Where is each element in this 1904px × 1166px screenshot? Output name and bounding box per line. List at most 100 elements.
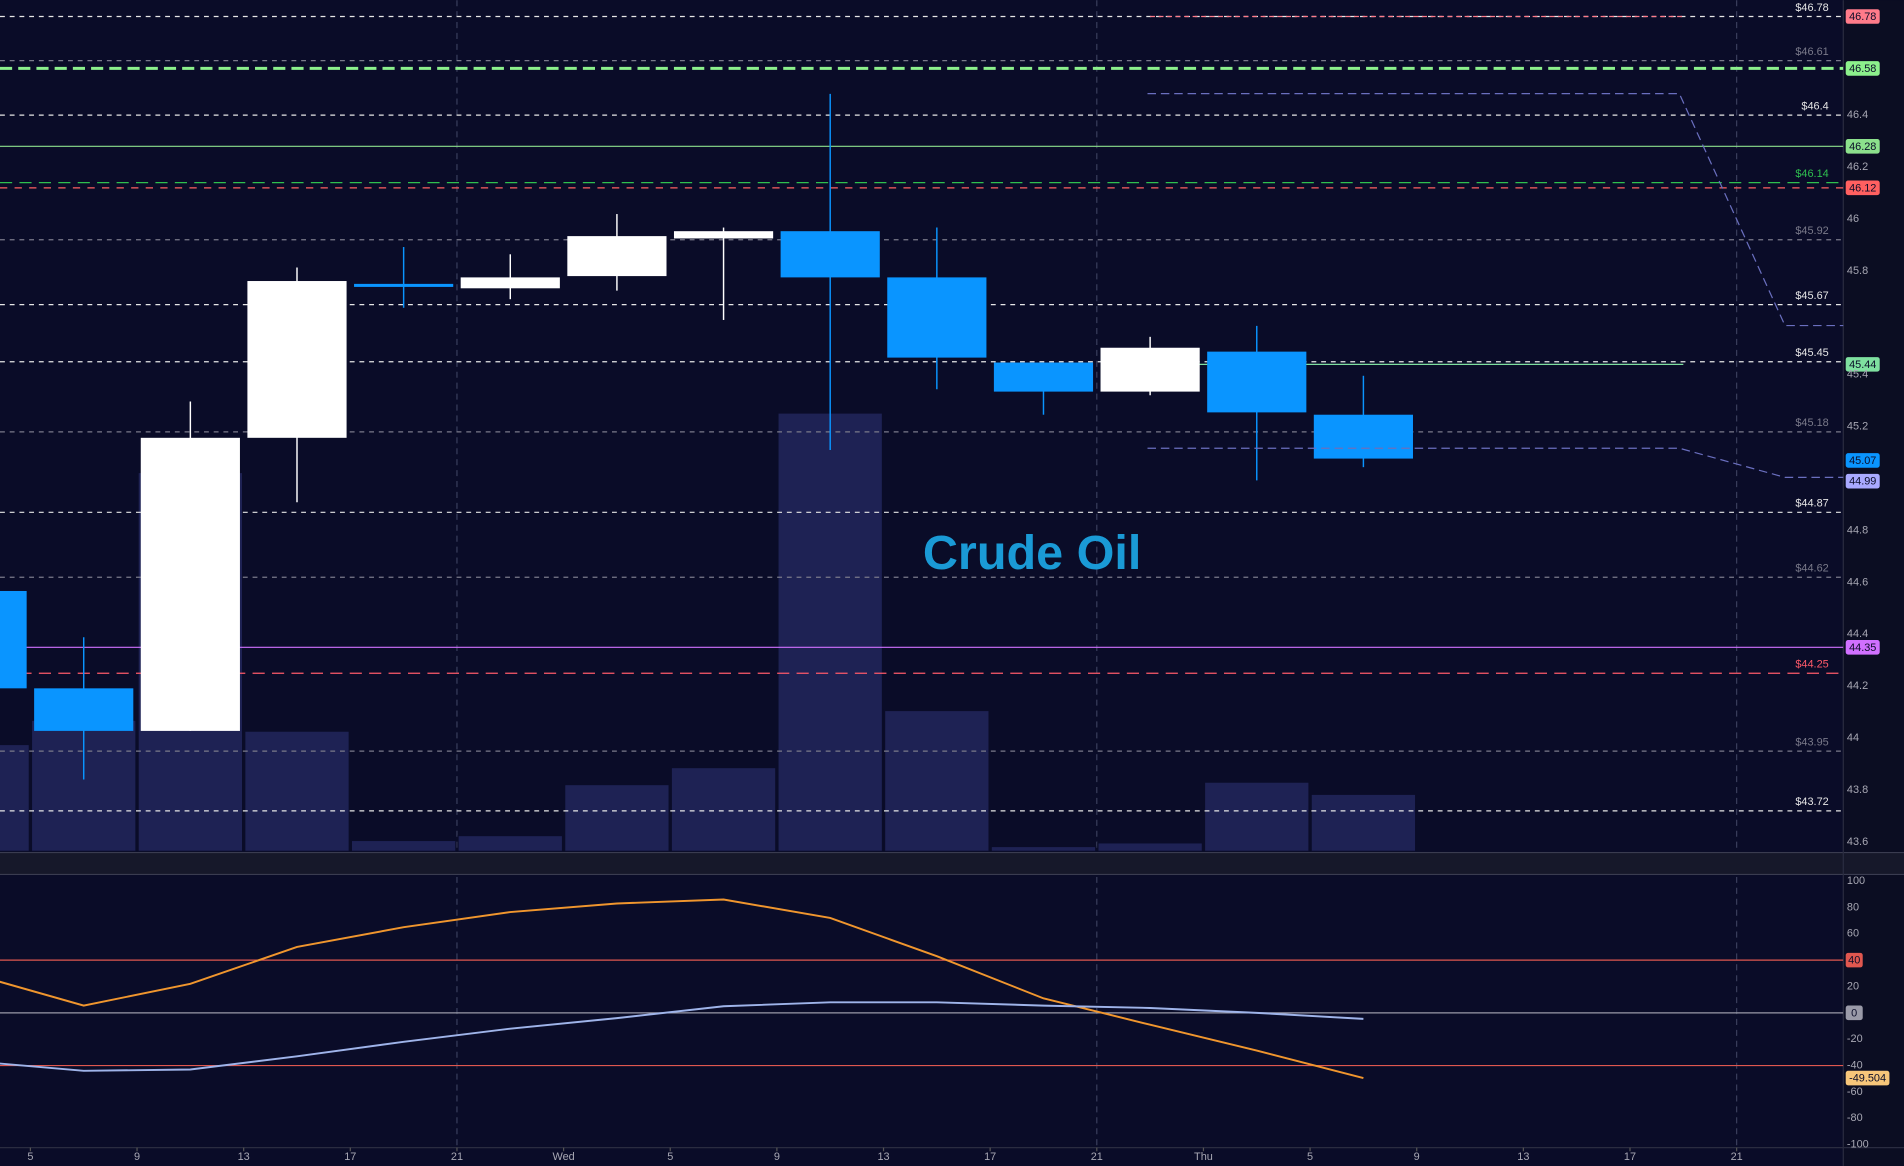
candle-body [567, 236, 667, 277]
level-label: $45.18 [1795, 417, 1828, 429]
level-box [1845, 640, 1880, 655]
projection-line [1147, 447, 1844, 478]
level-box [1845, 473, 1880, 489]
level-box-label: 44.35 [1849, 642, 1876, 654]
level-label: $45.92 [1795, 225, 1828, 237]
y-tick-label: 43.8 [1847, 784, 1868, 796]
level-label: $46.78 [1795, 2, 1828, 14]
y-tick-label: 44 [1847, 732, 1859, 744]
x-tick-label: 13 [877, 1151, 889, 1163]
volume-bar [670, 766, 777, 852]
level-label: $46.14 [1795, 168, 1828, 180]
y-tick-label: -60 [1847, 1086, 1863, 1098]
y-tick-label: 44.6 [1847, 576, 1868, 588]
volume-bar [457, 834, 564, 852]
chart-title: Crude Oil [923, 526, 1142, 580]
x-tick-label: 9 [774, 1151, 780, 1163]
level-box-label: 45.44 [1849, 359, 1876, 371]
volume-bar [1203, 781, 1310, 852]
y-tick-label: 44.4 [1847, 628, 1868, 640]
x-tick-label: 17 [1624, 1151, 1636, 1163]
candle-body [993, 362, 1094, 392]
x-tick-label: 13 [238, 1151, 250, 1163]
value-box [1845, 1070, 1890, 1086]
candle-body [34, 688, 134, 731]
y-tick-label: 45.2 [1847, 421, 1868, 433]
y-tick-label: 45.8 [1847, 265, 1868, 277]
volume-bar [564, 783, 670, 852]
y-tick-label: 46 [1847, 213, 1859, 225]
x-tick-label: 17 [344, 1151, 356, 1163]
projection-line [1147, 93, 1844, 327]
x-tick-label: 21 [1731, 1151, 1743, 1163]
level-box [1845, 952, 1863, 968]
level-box [1845, 61, 1880, 76]
volume-bar [1097, 842, 1203, 852]
y-tick-label: 44.8 [1847, 524, 1868, 536]
volume-bar [350, 839, 457, 852]
x-tick-label: Wed [552, 1151, 574, 1163]
x-tick-label: 21 [451, 1151, 463, 1163]
axes: $46.78 46.78 $46.61 46.58 $46.4 46.28 $46.14 46… [27, 2, 1890, 1163]
level-label: $43.95 [1795, 737, 1828, 749]
y-tick-label: 45.4 [1847, 369, 1868, 381]
volume-bar [777, 412, 884, 852]
level-box-label: 0 [1851, 1007, 1857, 1019]
x-tick-label: Thu [1194, 1151, 1213, 1163]
level-box-label: 45.07 [1849, 455, 1876, 467]
level-box [1845, 453, 1880, 468]
y-tick-label: -80 [1847, 1112, 1863, 1124]
level-label: $46.61 [1795, 46, 1828, 58]
level-box [1845, 139, 1880, 154]
y-tick-label: 100 [1847, 875, 1865, 887]
candle-body [140, 437, 240, 731]
level-label: $44.62 [1795, 563, 1828, 575]
oscillator-panel [0, 876, 1844, 1148]
panel-separator [0, 852, 1904, 875]
level-box [1845, 180, 1880, 196]
level-label: $45.67 [1795, 290, 1828, 302]
candle-body [354, 283, 454, 287]
volume-bar [1310, 793, 1417, 852]
candle-body [460, 277, 560, 289]
candle-body [887, 277, 987, 358]
y-tick-label: 43.6 [1847, 836, 1868, 848]
oscillator-line [0, 1001, 1364, 1072]
x-tick-label: 13 [1517, 1151, 1529, 1163]
y-tick-label: 44.2 [1847, 680, 1868, 692]
candle-body [1313, 414, 1413, 459]
candle-body [673, 231, 774, 239]
level-box [1845, 357, 1880, 372]
level-label: $44.25 [1795, 659, 1828, 671]
level-label: $45.45 [1795, 347, 1828, 359]
level-box-label: 46.78 [1849, 11, 1876, 23]
candle-body [780, 231, 880, 278]
level-box-label: 46.28 [1849, 141, 1876, 153]
level-box-label: 44.99 [1849, 476, 1876, 488]
level-box [1845, 1005, 1863, 1021]
x-tick-label: 9 [1414, 1151, 1420, 1163]
level-box-label: 40 [1848, 955, 1860, 967]
x-tick-label: 5 [1307, 1151, 1313, 1163]
level-box-label: 46.58 [1849, 63, 1876, 75]
volume-bar [0, 743, 30, 852]
y-tick-label: 80 [1847, 901, 1859, 913]
candle-body [0, 590, 27, 689]
volume-bar [883, 709, 990, 852]
y-tick-label: 46.2 [1847, 161, 1868, 173]
oscillator-line [0, 898, 1364, 1080]
candle-body [1100, 347, 1200, 392]
level-box-label: 46.12 [1849, 182, 1876, 194]
y-tick-label: -100 [1847, 1139, 1869, 1151]
x-tick-label: 21 [1091, 1151, 1103, 1163]
x-tick-label: 9 [134, 1151, 140, 1163]
volume-bar [990, 845, 1097, 852]
candle-body [1207, 351, 1307, 413]
level-label: $46.4 [1801, 101, 1828, 113]
x-tick-label: 17 [984, 1151, 996, 1163]
y-tick-label: 46.4 [1847, 109, 1868, 121]
price-panel [0, 0, 1844, 852]
